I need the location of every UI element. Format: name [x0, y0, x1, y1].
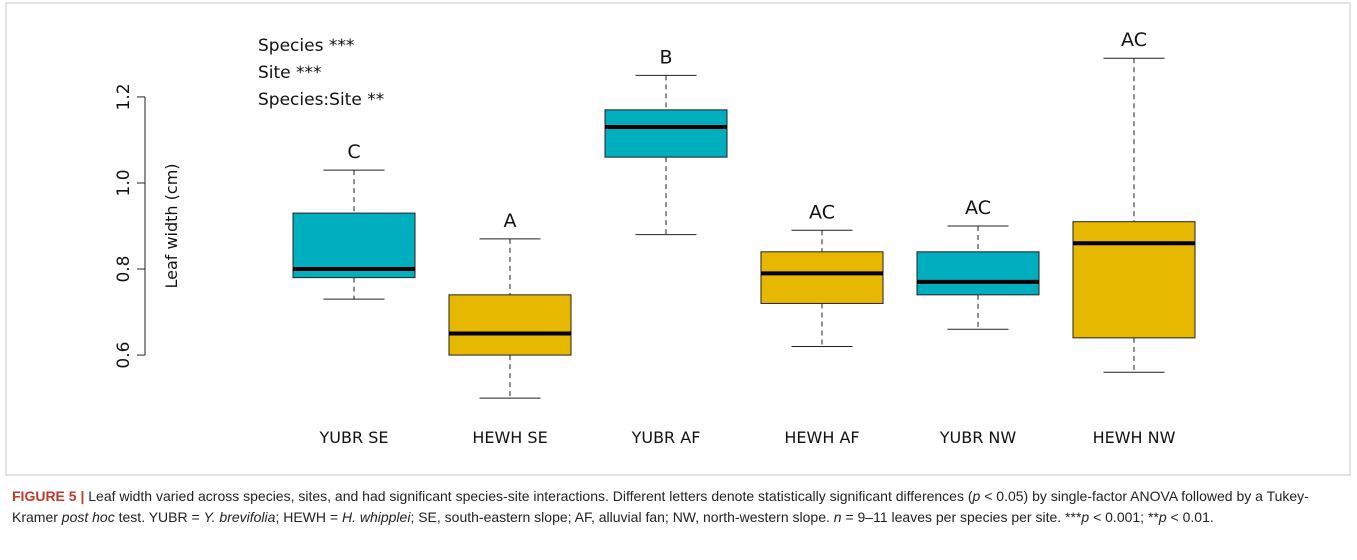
x-tick-label: YUBR SE [319, 428, 389, 447]
caption-run: post hoc [61, 509, 115, 525]
box [916, 251, 1040, 296]
box [604, 109, 728, 158]
caption-run: < 0.05) by single-factor ANOVA followed … [12, 488, 1309, 525]
annotation: Species:Site ** [258, 90, 384, 110]
caption-run: p [972, 488, 981, 504]
chart: 0.6 0.8 1.0 1.2 Leaf width (cm) Species *** Si… [5, 2, 1351, 476]
caption-run: Leaf width varied across species, sites,… [88, 488, 973, 504]
x-tick-label: HEWH SE [472, 428, 547, 447]
caption-text: Leaf width varied across species, sites,… [12, 488, 1309, 525]
group-letter: AC [1121, 29, 1147, 51]
box [292, 212, 416, 279]
x-tick-label: HEWH NW [1093, 428, 1176, 447]
caption-run: p [1081, 509, 1090, 525]
y-tick-label: 0.8 [114, 255, 134, 282]
caption-run: ; SE, south-eastern slope; AF, alluvial … [410, 509, 834, 525]
box [448, 294, 572, 356]
y-axis-label: Leaf width (cm) [162, 163, 181, 288]
group-letter: AC [965, 197, 991, 219]
y-tick-label: 1.0 [114, 169, 134, 196]
caption-run: ; HEWH = [275, 509, 342, 525]
annotation: Species *** [258, 36, 354, 56]
caption-run: p [1158, 509, 1167, 525]
annotation: Site *** [258, 63, 322, 83]
caption-run: n [833, 509, 842, 525]
x-tick-label: HEWH AF [784, 428, 859, 447]
box [760, 251, 884, 304]
caption-run: test. YUBR = [114, 509, 204, 525]
y-tick-label: 1.2 [114, 83, 134, 110]
y-tick-label: 0.6 [114, 342, 134, 369]
box [1072, 221, 1196, 339]
group-letter: A [504, 210, 517, 232]
caption-label: FIGURE 5 | [12, 488, 85, 504]
caption-run: < 0.001; ** [1089, 509, 1159, 525]
caption-run: < 0.01. [1166, 509, 1214, 525]
group-letter: B [659, 46, 672, 68]
caption-run: Y. brevifolia [203, 509, 276, 525]
x-tick-label: YUBR NW [939, 428, 1017, 447]
caption: FIGURE 5 | Leaf width varied across spec… [12, 486, 1342, 528]
group-letter: C [347, 141, 360, 163]
group-letter: AC [809, 201, 835, 223]
x-tick-label: YUBR AF [631, 428, 701, 447]
frame [5, 2, 1351, 476]
caption-run: = 9–11 leaves per species per site. *** [841, 509, 1082, 525]
caption-run: H. whipplei [341, 509, 411, 525]
